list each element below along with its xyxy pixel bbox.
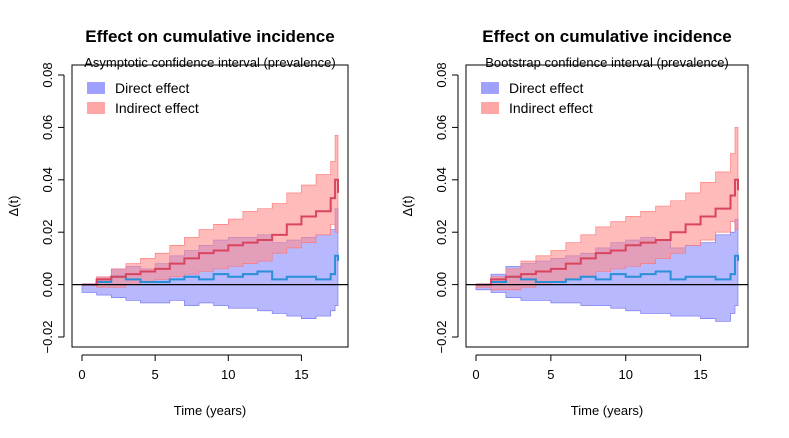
x-tick-label: 0 [78, 367, 85, 382]
y-tick-label: −0.02 [434, 321, 449, 354]
y-tick-label: −0.02 [40, 321, 55, 354]
y-tick-label: 0.08 [434, 62, 449, 87]
y-tick-label: 0.00 [40, 272, 55, 297]
direct-effect-estimate-line [82, 254, 339, 286]
chart-title: Effect on cumulative incidence [482, 27, 731, 46]
chart-title: Effect on cumulative incidence [85, 27, 334, 46]
x-axis-label: Time (years) [571, 403, 643, 418]
x-tick-label: 0 [472, 367, 479, 382]
chart-subtitle: Asymptotic confidence interval (prevalen… [84, 55, 335, 70]
chart-panel-bootstrap: Effect on cumulative incidence Bootstrap … [400, 27, 749, 418]
indirect-effect-estimate-line [476, 178, 739, 286]
y-tick-label: 0.06 [434, 115, 449, 140]
y-axis-label: Δ(t) [400, 196, 415, 217]
data-layer [81, 134, 339, 319]
plot-frame [465, 64, 749, 348]
y-tick-label: 0.02 [434, 220, 449, 245]
plot-frame [71, 64, 349, 348]
x-tick-label: 10 [221, 367, 235, 382]
data-layer [475, 127, 739, 322]
chart-subtitle: Bootstrap confidence interval (prevalenc… [485, 55, 729, 70]
x-tick-label: 5 [547, 367, 554, 382]
x-tick-label: 5 [152, 367, 159, 382]
y-tick-label: 0.04 [40, 167, 55, 192]
indirect-effect-estimate-line [82, 178, 339, 286]
chart-panel-asymptotic: Effect on cumulative incidence Asymptotic… [6, 27, 349, 418]
legend-swatch-indirect [481, 102, 499, 114]
x-tick-label: 15 [294, 367, 308, 382]
indirect-effect-ci-band [82, 134, 339, 288]
y-tick-label: 0.06 [40, 115, 55, 140]
x-tick-label: 10 [618, 367, 632, 382]
x-tick-label: 15 [693, 367, 707, 382]
legend-label-direct: Direct effect [115, 80, 190, 96]
legend-label-indirect: Indirect effect [509, 100, 593, 116]
y-tick-label: 0.02 [40, 220, 55, 245]
legend-swatch-direct [481, 82, 499, 94]
direct-effect-estimate-line [476, 254, 739, 286]
y-axis-label: Δ(t) [6, 196, 21, 217]
y-tick-label: 0.04 [434, 167, 449, 192]
legend-label-direct: Direct effect [509, 80, 584, 96]
x-axis-label: Time (years) [174, 403, 246, 418]
legend-swatch-indirect [87, 102, 105, 114]
legend-swatch-direct [87, 82, 105, 94]
y-tick-label: 0.08 [40, 62, 55, 87]
y-tick-label: 0.00 [434, 272, 449, 297]
legend-label-indirect: Indirect effect [115, 100, 199, 116]
